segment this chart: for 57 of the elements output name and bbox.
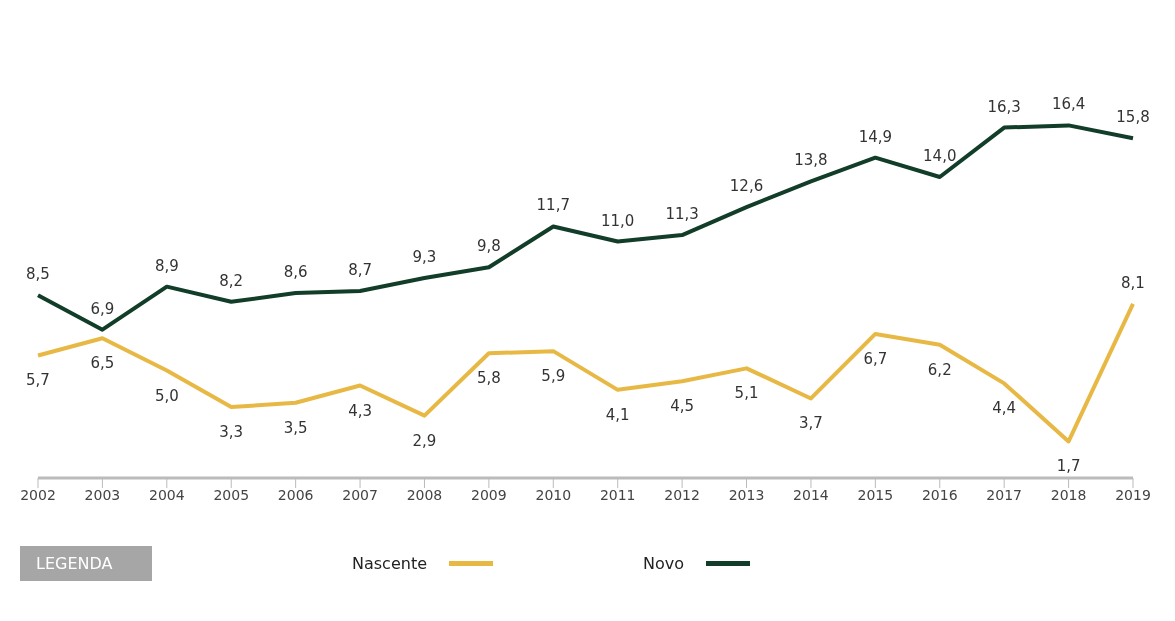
x-tick-label: 2003 <box>84 486 121 503</box>
data-label: 11,0 <box>601 211 635 230</box>
data-label: 8,1 <box>1121 273 1145 292</box>
data-label: 5,7 <box>26 371 50 390</box>
x-tick-label: 2011 <box>599 486 636 503</box>
data-label: 4,1 <box>605 405 630 424</box>
x-tick-label: 2006 <box>277 486 314 503</box>
data-label: 9,3 <box>412 248 437 267</box>
data-label: 4,4 <box>992 399 1017 418</box>
x-tick-label: 2007 <box>342 486 378 503</box>
x-tick-label: 2016 <box>921 486 958 503</box>
data-label: 5,8 <box>476 369 501 388</box>
x-tick-label: 2015 <box>857 486 894 503</box>
data-label: 8,9 <box>154 256 179 275</box>
data-label: 5,0 <box>154 386 179 405</box>
data-label: 14,0 <box>923 147 957 165</box>
x-tick-label: 2019 <box>1115 486 1151 503</box>
data-label: 13,8 <box>794 151 828 170</box>
x-tick-label: 2018 <box>1050 486 1087 503</box>
data-label: 6,9 <box>90 299 115 318</box>
legend-label: Novo <box>643 554 685 573</box>
x-tick-label: 2014 <box>793 486 829 503</box>
data-label: 2,9 <box>412 431 437 450</box>
data-label: 12,6 <box>729 177 764 196</box>
data-label: 3,3 <box>219 423 244 442</box>
data-label: 11,3 <box>665 205 699 224</box>
legend-label: Nascente <box>352 554 428 573</box>
x-tick-label: 2008 <box>406 486 443 503</box>
data-label: 6,7 <box>863 349 888 368</box>
data-label: 3,5 <box>283 418 308 437</box>
x-tick-label: 2010 <box>535 486 572 503</box>
data-label: 8,6 <box>283 263 308 282</box>
x-tick-label: 2009 <box>471 486 507 503</box>
data-label: 3,7 <box>799 414 823 433</box>
x-tick-label: 2002 <box>20 486 56 503</box>
data-label: 8,7 <box>348 260 372 279</box>
data-label: 9,8 <box>476 237 501 256</box>
data-label: 8,2 <box>219 271 244 290</box>
data-label: 11,7 <box>536 196 570 215</box>
data-label: 15,8 <box>1116 108 1150 127</box>
data-label: 14,9 <box>858 127 893 146</box>
x-tick-label: 2013 <box>728 486 765 503</box>
data-label: 4,5 <box>670 397 695 416</box>
x-tick-label: 2012 <box>664 486 700 503</box>
data-label: 16,3 <box>987 97 1021 116</box>
legend-title: LEGENDA <box>20 546 152 581</box>
x-tick-label: 2005 <box>213 486 250 503</box>
data-label: 4,3 <box>348 401 372 420</box>
data-label: 1,7 <box>1056 457 1081 476</box>
data-label: 6,5 <box>90 354 115 373</box>
data-label: 16,4 <box>1051 95 1086 114</box>
data-label: 6,2 <box>927 360 952 379</box>
data-label: 8,5 <box>26 265 50 284</box>
x-tick-label: 2017 <box>986 486 1022 503</box>
data-label: 5,1 <box>734 384 759 403</box>
data-label: 5,9 <box>541 367 566 386</box>
x-tick-label: 2004 <box>149 486 185 503</box>
